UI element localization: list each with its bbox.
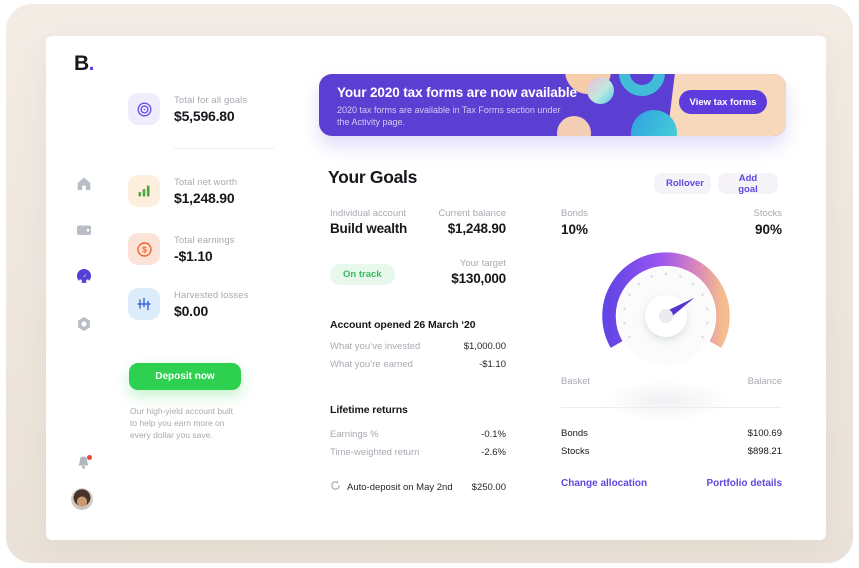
current-balance-label: Current balance	[438, 208, 506, 219]
allocation-gauge	[591, 241, 741, 391]
wallet-icon[interactable]	[76, 222, 92, 238]
balance-cell: $898.21	[747, 446, 782, 457]
auto-deposit-value: $250.00	[471, 481, 506, 493]
change-allocation-link[interactable]: Change allocation	[561, 478, 648, 489]
stat-label: Total for all goals	[174, 94, 248, 106]
account-name: Build wealth	[330, 221, 408, 236]
row-label: What you’re earned	[330, 359, 413, 370]
stat-value: -$1.10	[174, 247, 213, 264]
stat-value: $1,248.90	[174, 189, 235, 206]
refresh-icon	[330, 480, 341, 494]
stat-label: Total net worth	[174, 176, 238, 188]
status-badge: On track	[330, 264, 395, 285]
stat-earnings: $ Total earnings -$1.10	[128, 233, 235, 265]
notifications-bell-icon[interactable]	[76, 455, 92, 471]
page-title: Your Goals	[328, 167, 418, 187]
deposit-now-button[interactable]: Deposit now	[129, 363, 241, 390]
gear-icon[interactable]	[76, 316, 92, 332]
stat-label: Harvested losses	[174, 289, 249, 301]
spiral-target-icon	[128, 93, 160, 125]
invested-row: What you’ve invested $1,000.00	[330, 341, 506, 352]
dollar-circle-icon: $	[128, 233, 160, 265]
balance-column-header: Balance	[747, 376, 782, 387]
stat-total-goals: Total for all goals $5,596.80	[128, 93, 247, 125]
view-tax-forms-button[interactable]: View tax forms	[679, 90, 767, 114]
dashboard-card: B. Total for all goals $5,596.80	[46, 36, 826, 540]
current-balance-value: $1,248.90	[447, 221, 506, 236]
stat-value: $0.00	[174, 302, 209, 319]
stocks-label: Stocks	[753, 208, 782, 219]
device-frame: B. Total for all goals $5,596.80	[6, 4, 853, 563]
banner-title: Your 2020 tax forms are now available	[337, 85, 577, 100]
stat-harvested: Harvested losses $0.00	[128, 288, 248, 320]
banner-subtitle: 2020 tax forms are available in Tax Form…	[337, 105, 561, 127]
banner-decoration	[587, 77, 614, 104]
row-value: -0.1%	[481, 429, 506, 440]
auto-deposit-row: Auto-deposit on May 2nd $250.00	[330, 480, 506, 494]
banner-decoration	[557, 116, 591, 136]
banner-decoration	[619, 74, 665, 96]
gauge-shadow	[601, 380, 731, 422]
target-label: Your target	[459, 258, 506, 269]
basket-cell: Bonds	[561, 428, 588, 439]
row-label: What you’ve invested	[330, 341, 421, 352]
table-header: Basket Balance	[561, 376, 782, 387]
allocation-links: Change allocation Portfolio details	[561, 478, 782, 489]
user-avatar[interactable]	[71, 488, 93, 510]
logo-dot: .	[88, 52, 95, 75]
bonds-label: Bonds	[561, 208, 588, 219]
bar-chart-icon	[128, 175, 160, 207]
candlestick-icon	[128, 288, 160, 320]
time-weighted-row: Time-weighted return -2.6%	[330, 447, 506, 458]
table-divider	[561, 407, 782, 408]
row-label: Earnings %	[330, 429, 379, 440]
row-value: -2.6%	[481, 447, 506, 458]
earned-row: What you’re earned -$1.10	[330, 359, 506, 370]
home-icon[interactable]	[76, 176, 92, 192]
notification-dot	[87, 455, 92, 460]
table-row: Stocks $898.21	[561, 446, 782, 457]
stats-divider	[174, 148, 274, 149]
svg-text:$: $	[142, 244, 147, 254]
basket-cell: Stocks	[561, 446, 590, 457]
stat-net-worth: Total net worth $1,248.90	[128, 175, 237, 207]
row-value: -$1.10	[479, 359, 506, 370]
lifetime-returns-heading: Lifetime returns	[330, 404, 408, 416]
earnings-pct-row: Earnings % -0.1%	[330, 429, 506, 440]
rollover-button[interactable]: Rollover	[654, 173, 711, 194]
basket-column-header: Basket	[561, 376, 591, 387]
target-value: $130,000	[451, 271, 506, 286]
row-label: Time-weighted return	[330, 447, 420, 458]
stocks-pct: 90%	[754, 222, 782, 237]
auto-deposit-label: Auto-deposit on May 2nd	[347, 481, 453, 493]
bonds-pct: 10%	[561, 222, 589, 237]
row-value: $1,000.00	[463, 341, 506, 352]
tax-forms-banner: Your 2020 tax forms are now available 20…	[319, 74, 786, 136]
table-row: Bonds $100.69	[561, 428, 782, 439]
balance-cell: $100.69	[747, 428, 782, 439]
stat-label: Total earnings	[174, 234, 235, 246]
account-type-label: Individual account	[330, 208, 407, 219]
account-description: Our high-yield account built to help you…	[130, 406, 234, 440]
add-goal-button[interactable]: Add goal	[718, 173, 778, 195]
app-logo: B.	[74, 52, 95, 75]
gauge-icon[interactable]	[76, 268, 92, 284]
stat-value: $5,596.80	[174, 107, 235, 124]
account-opened-heading: Account opened 26 March ‘20	[330, 319, 476, 331]
portfolio-details-link[interactable]: Portfolio details	[706, 478, 782, 489]
